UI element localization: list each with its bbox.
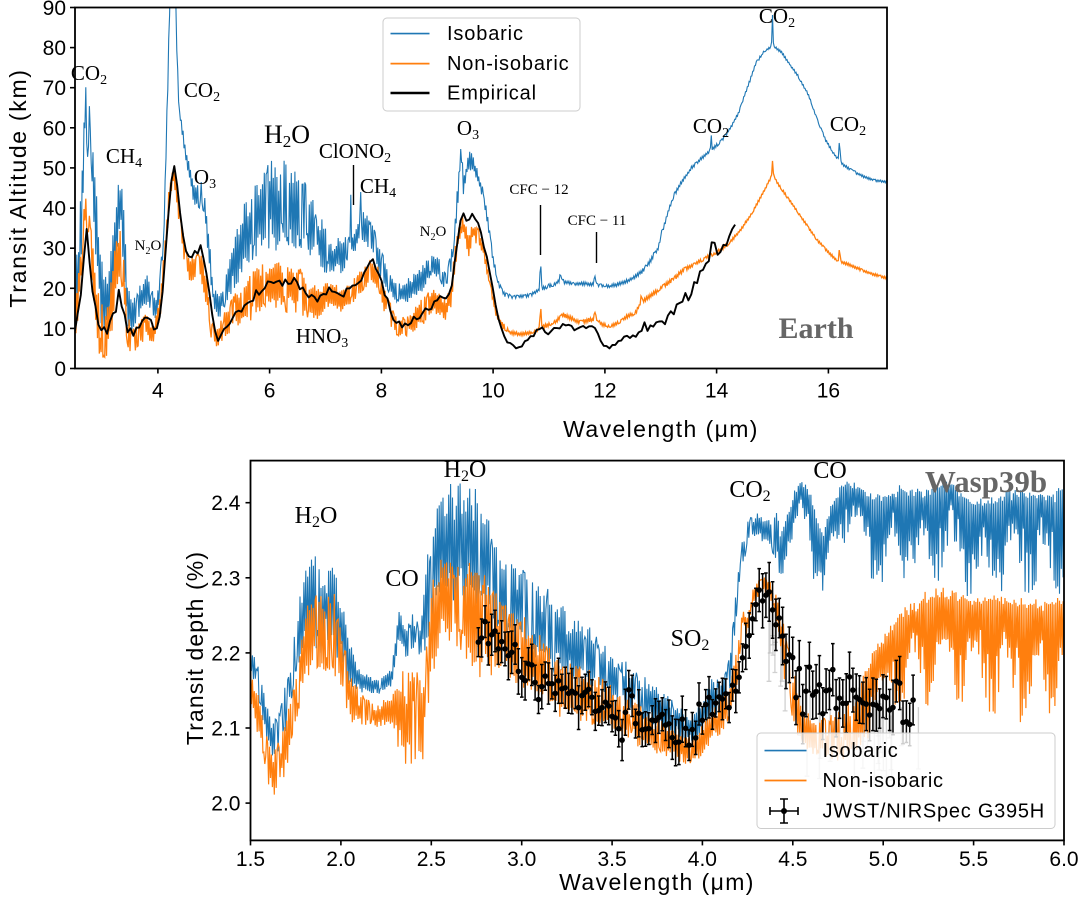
svg-text:4: 4 <box>152 380 164 403</box>
svg-text:CFC − 12: CFC − 12 <box>509 182 568 198</box>
svg-text:16: 16 <box>817 380 840 403</box>
svg-text:3.5: 3.5 <box>597 848 626 871</box>
svg-text:N2O: N2O <box>420 224 447 243</box>
svg-text:ClONO2: ClONO2 <box>319 139 391 166</box>
svg-text:Non-isobaric: Non-isobaric <box>823 770 944 792</box>
svg-text:20: 20 <box>43 278 66 301</box>
svg-text:Non-isobaric: Non-isobaric <box>447 53 569 75</box>
svg-text:40: 40 <box>43 198 66 221</box>
svg-text:2.1: 2.1 <box>211 718 240 741</box>
svg-text:2.2: 2.2 <box>211 642 240 665</box>
svg-text:4.0: 4.0 <box>688 848 717 871</box>
svg-text:Isobaric: Isobaric <box>447 23 524 45</box>
svg-text:60: 60 <box>43 117 66 140</box>
svg-text:70: 70 <box>43 77 66 100</box>
svg-text:2.3: 2.3 <box>211 567 240 590</box>
svg-text:90: 90 <box>43 0 66 20</box>
svg-text:14: 14 <box>705 380 729 403</box>
svg-text:CO: CO <box>813 458 846 484</box>
svg-text:10: 10 <box>43 318 66 341</box>
svg-text:H2O: H2O <box>295 503 338 531</box>
svg-text:6.0: 6.0 <box>1049 848 1078 871</box>
svg-text:30: 30 <box>43 238 66 261</box>
svg-text:Empirical: Empirical <box>447 83 537 105</box>
svg-text:10: 10 <box>481 380 504 403</box>
svg-text:Wavelength (μm): Wavelength (μm) <box>559 869 755 895</box>
svg-text:80: 80 <box>43 37 66 60</box>
svg-text:5.0: 5.0 <box>869 848 898 871</box>
svg-text:Transit Altitude (km): Transit Altitude (km) <box>5 68 31 307</box>
svg-text:5.5: 5.5 <box>959 848 988 871</box>
svg-text:Earth: Earth <box>779 312 854 345</box>
svg-text:CFC − 11: CFC − 11 <box>568 213 627 229</box>
svg-text:8: 8 <box>376 380 388 403</box>
svg-text:N2O: N2O <box>135 238 162 257</box>
svg-text:3.0: 3.0 <box>507 848 536 871</box>
svg-text:0: 0 <box>54 358 66 381</box>
svg-text:50: 50 <box>43 157 66 180</box>
svg-text:2.5: 2.5 <box>417 848 446 871</box>
svg-text:JWST/NIRSpec G395H: JWST/NIRSpec G395H <box>823 801 1045 823</box>
svg-text:1.5: 1.5 <box>236 848 265 871</box>
svg-text:2.4: 2.4 <box>211 492 241 515</box>
svg-text:Wavelength (μm): Wavelength (μm) <box>563 416 759 442</box>
svg-text:12: 12 <box>593 380 616 403</box>
svg-text:2.0: 2.0 <box>211 793 240 816</box>
svg-text:4.5: 4.5 <box>778 848 807 871</box>
svg-text:6: 6 <box>264 380 276 403</box>
svg-text:HNO3: HNO3 <box>296 324 349 351</box>
svg-text:2.0: 2.0 <box>326 848 355 871</box>
svg-text:Transit depth (%): Transit depth (%) <box>182 551 208 745</box>
svg-text:Wasp39b: Wasp39b <box>925 464 1047 499</box>
svg-text:Isobaric: Isobaric <box>823 740 899 762</box>
svg-text:CO: CO <box>385 566 418 592</box>
